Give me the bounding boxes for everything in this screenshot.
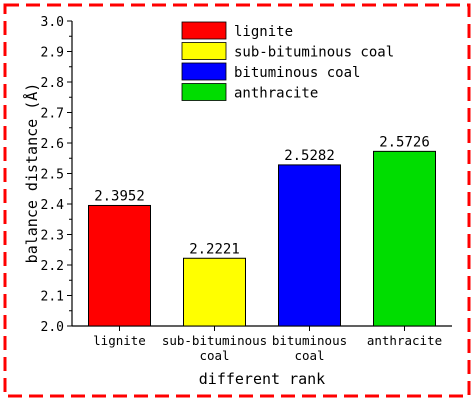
x-tick-label: anthracite xyxy=(367,333,442,348)
bar-value-label: 2.5726 xyxy=(379,134,430,150)
legend-label: anthracite xyxy=(234,86,318,102)
bar-4 xyxy=(373,150,436,327)
legend-swatch xyxy=(181,62,227,81)
y-tick-label: 2.1 xyxy=(41,290,64,305)
bar-2 xyxy=(183,257,246,327)
bar-3 xyxy=(278,164,341,327)
legend-swatch xyxy=(181,42,227,60)
y-tick-label: 2.8 xyxy=(41,76,64,91)
y-axis-title: balance distance (Å) xyxy=(22,83,41,264)
bar-1 xyxy=(88,204,151,327)
y-tick-label: 3.0 xyxy=(41,15,64,30)
x-tick-label: sub-bituminous coal xyxy=(162,333,267,363)
bar-value-label: 2.3952 xyxy=(94,188,145,204)
value-labels: 2.3952 2.2221 2.5282 2.5726 xyxy=(94,134,430,257)
y-tick-label: 2.0 xyxy=(41,320,64,335)
legend-swatch xyxy=(181,21,227,40)
y-axis-ticks: 2.0 2.1 2.2 2.3 2.4 2.5 2.6 2.7 2.8 2.9 3.0 xyxy=(41,15,72,335)
y-tick-label: 2.4 xyxy=(41,198,65,213)
legend-label: lignite xyxy=(234,24,293,40)
x-tick-label: bituminous coal xyxy=(272,333,347,363)
x-tick-label: lignite xyxy=(93,333,146,348)
bars xyxy=(88,150,436,327)
y-tick-label: 2.7 xyxy=(41,107,64,122)
bar-value-label: 2.2221 xyxy=(189,241,240,257)
y-tick-label: 2.2 xyxy=(41,259,64,274)
y-tick-label: 2.5 xyxy=(41,168,64,183)
dashed-frame xyxy=(3,3,471,398)
legend-label: bituminous coal xyxy=(234,65,360,81)
y-tick-label: 2.9 xyxy=(41,46,64,61)
legend-swatch xyxy=(181,83,227,101)
legend-label: sub-bituminous coal xyxy=(234,45,394,61)
y-tick-label: 2.6 xyxy=(41,137,64,152)
legend: lignite sub-bituminous coal bituminous coa… xyxy=(181,21,394,102)
bar-value-label: 2.5282 xyxy=(284,148,335,164)
x-axis-title: different rank xyxy=(199,370,325,388)
y-tick-label: 2.3 xyxy=(41,229,64,244)
